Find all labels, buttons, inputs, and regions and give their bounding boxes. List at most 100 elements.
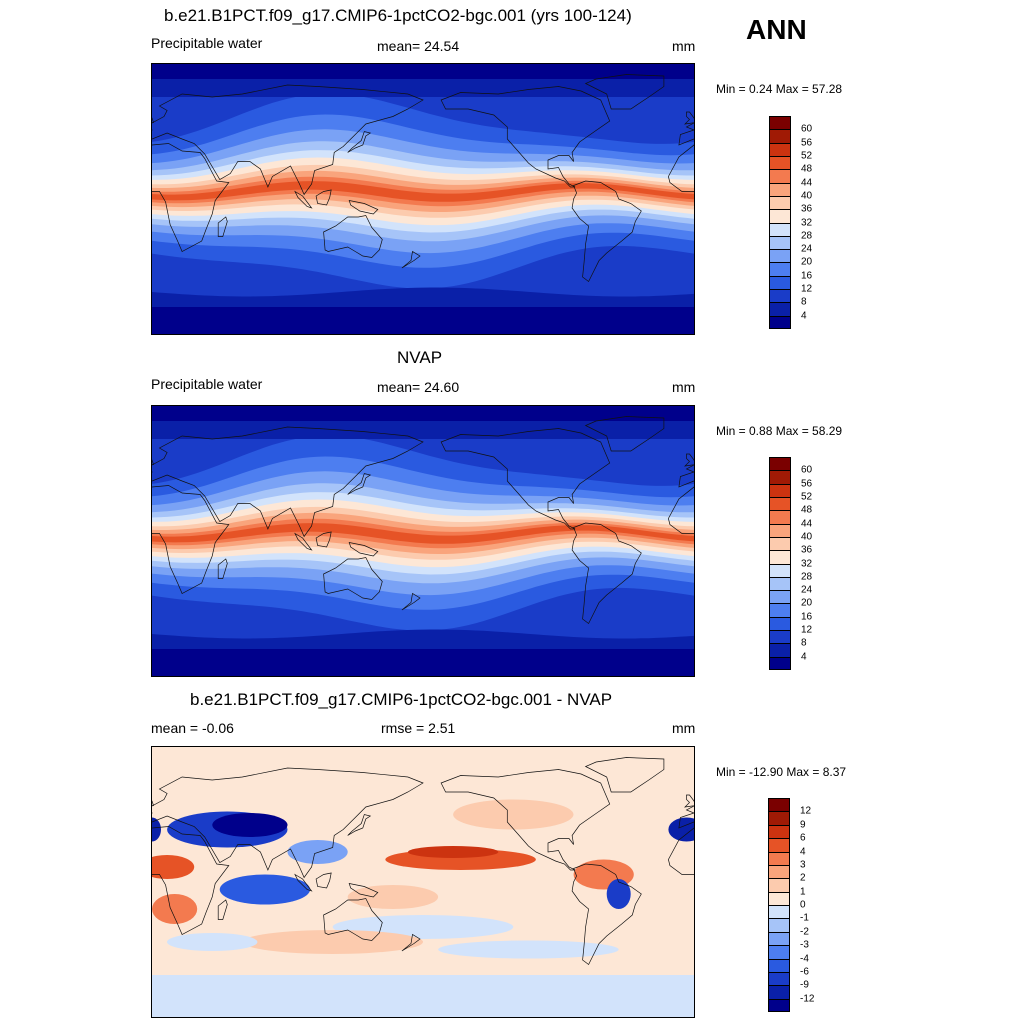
colorbar-tick-label: 56 <box>801 478 813 490</box>
colorbar-tick-label: 28 <box>801 230 813 242</box>
colorbar-box <box>768 891 790 906</box>
contour-band <box>152 307 694 334</box>
colorbar-box <box>769 536 791 551</box>
colorbar-box <box>769 222 791 237</box>
coastline-borneo <box>315 531 332 548</box>
coastline-australia <box>323 215 383 258</box>
coastline-madagascar <box>217 216 228 237</box>
contour-blob <box>347 885 439 909</box>
coastline-namerica <box>440 769 611 871</box>
colorbar-box <box>768 798 790 812</box>
colorbar-box <box>769 576 791 591</box>
coastline-namerica <box>440 86 611 188</box>
contour-blob <box>438 940 619 959</box>
coastline-japan <box>347 131 372 153</box>
colorbar-tick-label: -9 <box>800 979 809 991</box>
coastline-sumatra <box>294 532 313 551</box>
coastline-nz <box>401 933 421 952</box>
colorbar-tick-label: 20 <box>801 256 813 268</box>
colorbar-box <box>769 315 791 329</box>
colorbar-box <box>768 851 790 866</box>
colorbar-box <box>769 289 791 303</box>
coastline-greenland <box>584 74 665 110</box>
colorbar-tick-label: 60 <box>801 464 813 476</box>
colorbar-box <box>769 523 791 538</box>
colorbar-box <box>768 918 790 933</box>
panel3-minmax: Min = -12.90 Max = 8.37 <box>716 765 847 779</box>
colorbar-box <box>769 550 791 564</box>
colorbar-box <box>769 235 791 250</box>
colorbar-box <box>768 838 790 852</box>
colorbar-box <box>768 864 790 879</box>
colorbar-box <box>768 958 790 973</box>
season-label: ANN <box>746 14 807 45</box>
colorbar-box <box>769 457 791 471</box>
colorbar-box <box>768 998 790 1012</box>
panel1-field-label: Precipitable water <box>151 35 263 51</box>
colorbar-box <box>769 195 791 210</box>
coastline-uk <box>152 794 694 808</box>
coastline-samerica <box>571 180 642 283</box>
coastline-madagascar <box>217 558 228 579</box>
colorbar-box <box>769 249 791 263</box>
coastline-borneo <box>315 189 332 206</box>
colorbar-box <box>769 656 791 670</box>
coastline-uk <box>152 111 694 125</box>
colorbar-tick-label: 20 <box>801 597 813 609</box>
coastline-japan <box>347 473 372 495</box>
colorbar-box <box>769 155 791 170</box>
colorbar-tick-label: 60 <box>801 123 813 135</box>
coastline-sumatra <box>294 190 313 209</box>
coastline-newguinea <box>348 200 379 215</box>
colorbar-tick-label: -3 <box>800 939 809 951</box>
contour-blob <box>606 879 631 909</box>
coastline-greenland <box>584 757 665 793</box>
colorbar-box <box>769 616 791 631</box>
colorbar-box <box>769 643 791 658</box>
colorbar-box <box>769 275 791 290</box>
panel3-rmse: rmse = 2.51 <box>381 720 456 736</box>
contour-blob <box>212 813 288 837</box>
colorbar-tick-label: 44 <box>801 518 813 530</box>
colorbar-tick-label: 6 <box>800 832 806 844</box>
coastline-japan <box>347 814 372 836</box>
colorbar-box <box>768 905 790 919</box>
panel1-units: mm <box>672 38 696 54</box>
contour-band <box>152 975 694 1017</box>
colorbar-box <box>769 169 791 184</box>
panel2-minmax: Min = 0.88 Max = 58.29 <box>716 424 843 438</box>
colorbar-box <box>769 496 791 511</box>
colorbar-tick-label: -12 <box>800 993 815 1005</box>
colorbar-box <box>768 824 790 839</box>
colorbar-box <box>769 630 791 644</box>
colorbar-tick-label: 8 <box>801 296 807 308</box>
colorbar-box <box>769 563 791 578</box>
colorbar-tick-label: 36 <box>801 203 813 215</box>
panel1-map <box>151 63 695 335</box>
contour-blob <box>152 894 198 924</box>
coastline-australia <box>323 898 383 941</box>
contour-blob <box>242 930 423 954</box>
coastline-nz <box>401 592 421 611</box>
colorbar-box <box>768 811 790 826</box>
colorbar-tick-label: -6 <box>800 966 809 978</box>
contour-blob <box>152 817 161 842</box>
coastline-africa <box>152 143 694 252</box>
contour-blob <box>407 846 499 858</box>
colorbar-tick-label: -1 <box>800 912 809 924</box>
colorbar-tick-label: 24 <box>801 243 813 255</box>
coastline-newguinea <box>348 542 379 557</box>
coastline-nz <box>401 250 421 269</box>
colorbar-tick-label: 0 <box>800 899 806 911</box>
colorbar-tick-label: 40 <box>801 531 813 543</box>
colorbar-tick-label: 4 <box>800 846 806 857</box>
colorbar-box <box>769 603 791 618</box>
colorbar-box <box>769 116 791 130</box>
colorbar-tick-label: 4 <box>801 310 807 322</box>
panel3-title: b.e21.B1PCT.f09_g17.CMIP6-1pctCO2-bgc.00… <box>190 690 613 709</box>
colorbar-tick-label: 44 <box>801 177 813 189</box>
colorbar-tick-label: 36 <box>801 544 813 556</box>
panel2-title: NVAP <box>397 348 443 367</box>
colorbar-box <box>769 483 791 498</box>
panel3-mean: mean = -0.06 <box>151 720 234 736</box>
